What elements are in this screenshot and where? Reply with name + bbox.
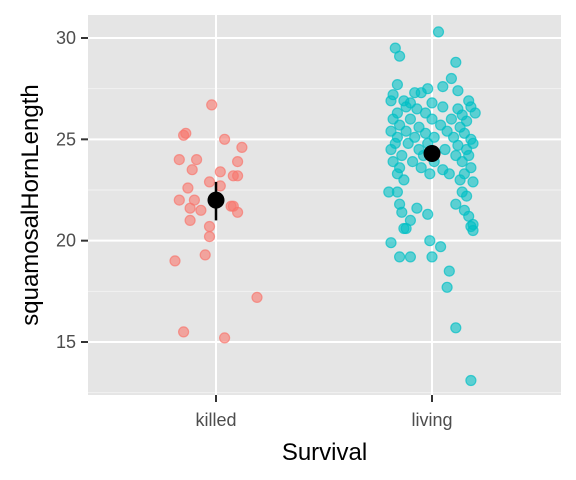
data-point-living xyxy=(407,156,419,168)
x-axis: killed living xyxy=(195,395,453,430)
data-point-living xyxy=(426,97,438,109)
data-point-living xyxy=(461,190,473,202)
data-point-living xyxy=(404,251,416,263)
data-point-living xyxy=(467,224,479,237)
data-point-killed xyxy=(206,99,218,111)
mean-point-living xyxy=(423,145,441,163)
data-point-living xyxy=(424,235,436,247)
data-point-living xyxy=(426,251,438,263)
y-tick-label: 20 xyxy=(56,231,76,251)
data-point-living xyxy=(400,222,412,235)
data-point-living xyxy=(454,174,466,186)
data-point-living xyxy=(445,72,457,85)
data-point-living xyxy=(443,168,455,180)
data-point-living xyxy=(426,113,438,125)
data-point-living xyxy=(450,322,462,334)
data-point-killed xyxy=(214,166,226,178)
data-point-killed xyxy=(199,249,211,261)
data-point-killed xyxy=(232,206,244,218)
y-axis-title: squamosalHornLength xyxy=(17,84,44,326)
data-point-living xyxy=(400,101,412,113)
data-point-killed xyxy=(203,176,216,188)
data-point-living xyxy=(385,95,397,107)
data-point-killed xyxy=(251,291,263,303)
data-point-living xyxy=(469,107,481,119)
data-point-living xyxy=(424,168,436,180)
data-point-killed xyxy=(236,141,248,153)
data-point-living xyxy=(396,149,408,162)
data-point-living xyxy=(450,56,462,68)
y-tick-label: 25 xyxy=(56,129,76,149)
data-point-killed xyxy=(219,332,231,344)
data-point-killed xyxy=(180,127,192,139)
data-point-living xyxy=(456,156,468,168)
data-point-living xyxy=(404,113,416,125)
data-point-living xyxy=(467,176,479,188)
plot-panel xyxy=(88,15,561,395)
data-point-living xyxy=(443,265,455,277)
data-point-living xyxy=(441,281,453,293)
data-point-killed xyxy=(232,156,244,168)
data-point-living xyxy=(445,113,457,125)
y-tick-label: 30 xyxy=(56,28,76,48)
data-point-living xyxy=(465,374,477,387)
summary-marks xyxy=(207,145,441,221)
x-axis-title: Survival xyxy=(282,439,367,466)
data-point-killed xyxy=(203,231,216,243)
data-point-killed xyxy=(186,164,198,176)
mean-point-killed xyxy=(207,191,225,209)
grid-minor xyxy=(88,88,561,394)
x-tick-label: living xyxy=(411,410,452,430)
data-points xyxy=(169,26,481,387)
data-point-living xyxy=(398,174,410,186)
data-point-killed xyxy=(232,170,244,182)
data-point-living xyxy=(391,186,403,198)
data-point-living xyxy=(396,206,408,218)
data-point-living xyxy=(402,137,414,149)
data-point-living xyxy=(411,202,423,214)
data-point-living xyxy=(437,80,449,93)
data-point-killed xyxy=(182,182,194,194)
data-point-living xyxy=(385,143,397,156)
y-tick-label: 15 xyxy=(56,332,76,352)
data-point-killed xyxy=(191,154,203,166)
data-point-killed xyxy=(169,255,181,267)
y-axis: 15 20 25 30 xyxy=(56,28,88,352)
data-point-living xyxy=(415,162,427,174)
data-point-living xyxy=(439,143,451,156)
data-point-living xyxy=(422,208,434,220)
data-point-living xyxy=(450,198,462,210)
data-point-living xyxy=(452,85,464,97)
data-point-killed xyxy=(195,204,207,216)
data-point-living xyxy=(415,87,427,99)
data-point-killed xyxy=(173,154,185,166)
data-point-living xyxy=(435,241,447,253)
data-point-living xyxy=(394,50,406,62)
data-point-killed xyxy=(173,194,185,206)
data-point-killed xyxy=(219,133,231,145)
data-point-killed xyxy=(203,220,216,233)
data-point-living xyxy=(400,125,412,137)
data-point-living xyxy=(391,78,403,91)
data-point-living xyxy=(394,251,406,263)
x-tick-label: killed xyxy=(195,410,236,430)
data-point-killed xyxy=(178,326,190,338)
data-point-killed xyxy=(184,214,196,226)
data-point-living xyxy=(432,26,445,38)
data-point-living xyxy=(437,101,449,113)
data-point-living xyxy=(385,237,397,249)
data-point-killed xyxy=(184,202,196,214)
